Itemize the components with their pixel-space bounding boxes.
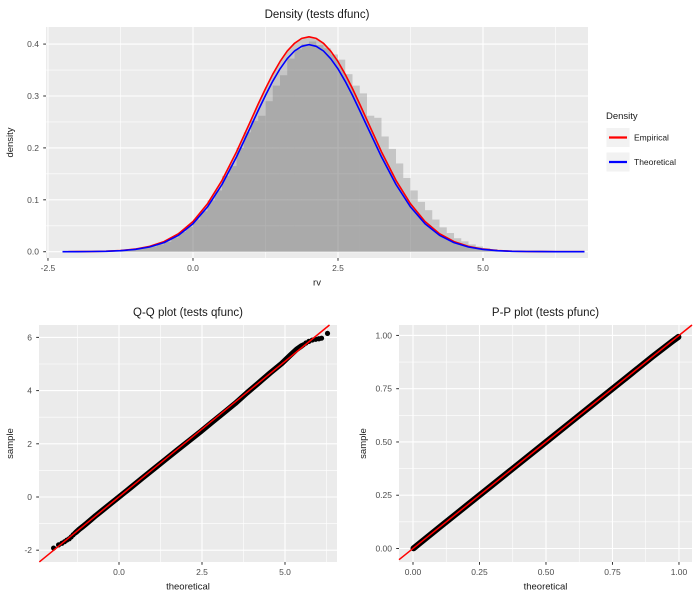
histogram-bar <box>403 178 411 252</box>
qq-y-tick-label: 6 <box>27 332 32 342</box>
qq-x-axis-title: theoretical <box>166 582 210 593</box>
pp-x-tick-label: 0.50 <box>538 567 555 577</box>
qq-x-tick-label: 5.0 <box>279 567 291 577</box>
pp-y-tick-label: 0.25 <box>375 490 392 500</box>
pp-y-tick-label: 0.75 <box>375 384 392 394</box>
histogram-bar <box>388 148 397 252</box>
histogram-bar <box>258 115 266 252</box>
qq-x-tick-label: 2.5 <box>196 567 208 577</box>
qq-data-point <box>318 335 325 341</box>
qq-reference-line <box>38 324 330 563</box>
density-x-tick-label: 0.0 <box>187 263 199 273</box>
density-x-tick-label: 5.0 <box>477 263 489 273</box>
histogram-bar <box>396 163 404 252</box>
histogram-bar <box>279 75 288 252</box>
qq-x-tick-label: 0.0 <box>113 567 125 577</box>
pp-y-tick-label: 0.00 <box>375 543 392 553</box>
histogram-bar <box>171 237 179 252</box>
qq-y-axis-title: sample <box>5 428 16 459</box>
qq-y-tick-label: 0 <box>27 492 32 502</box>
histogram-bar <box>243 132 251 252</box>
histogram-bar <box>178 231 186 252</box>
histogram-bar <box>454 238 462 252</box>
density-y-tick-label: 0.1 <box>27 195 39 205</box>
histogram-bar <box>417 201 426 252</box>
histogram-bar <box>294 49 302 252</box>
histogram-bar <box>374 117 382 252</box>
histogram-bar <box>192 219 201 252</box>
histogram-bar <box>345 74 353 252</box>
legend-title: Density <box>606 111 638 122</box>
histogram-bar <box>163 241 172 252</box>
histogram-bar <box>236 147 244 252</box>
histogram-bar <box>323 48 331 252</box>
density-y-tick-label: 0.2 <box>27 143 39 153</box>
legend-item-label: Empirical <box>634 133 669 143</box>
density-y-tick-label: 0.4 <box>27 39 39 49</box>
density-y-tick-label: 0.0 <box>27 247 39 257</box>
qq-y-tick-label: 2 <box>27 439 32 449</box>
histogram-bar <box>250 120 259 252</box>
histogram-bar <box>185 226 193 252</box>
density-y-tick-label: 0.3 <box>27 91 39 101</box>
histogram-bar <box>381 136 389 252</box>
histogram-bar <box>425 210 433 252</box>
histogram-bar <box>330 54 338 252</box>
pp-title: P-P plot (tests pfunc) <box>492 307 599 319</box>
histogram-bar <box>301 44 309 252</box>
histogram-bar <box>214 190 222 252</box>
histogram-bar <box>156 244 164 252</box>
histogram-bar <box>149 246 157 252</box>
histogram-bar <box>446 233 455 252</box>
histogram-bar <box>265 101 273 252</box>
density-x-tick-label: -2.5 <box>41 263 56 273</box>
qq-y-tick-label: 4 <box>27 386 32 396</box>
histogram-bar <box>287 58 295 252</box>
histogram-bar <box>134 249 143 252</box>
histogram-bar <box>432 219 440 252</box>
density-y-axis-title: density <box>5 127 16 157</box>
histogram-bar <box>142 247 150 252</box>
pp-x-tick-label: 0.25 <box>471 567 488 577</box>
histogram-bar <box>229 166 237 252</box>
density-x-tick-label: 2.5 <box>332 263 344 273</box>
histogram-bar <box>439 227 447 252</box>
pp-x-tick-label: 0.75 <box>604 567 621 577</box>
density-x-axis-title: rv <box>313 278 321 289</box>
histogram-bar <box>337 59 346 252</box>
density-panel-background <box>46 27 588 258</box>
pp-y-tick-label: 1.00 <box>375 330 392 340</box>
legend-item-label: Theoretical <box>634 157 676 167</box>
histogram-bar <box>316 45 324 252</box>
histogram-bar <box>367 115 375 252</box>
histogram-bar <box>127 249 135 252</box>
pp-x-axis-title: theoretical <box>524 582 568 593</box>
histogram-bar <box>410 190 418 252</box>
pp-reference-line <box>398 324 693 561</box>
pp-y-axis-title: sample <box>358 428 369 459</box>
histogram-bar <box>308 41 317 252</box>
qq-title: Q-Q plot (tests qfunc) <box>133 307 243 319</box>
pp-x-tick-label: 0.00 <box>405 567 422 577</box>
qq-data-point <box>324 330 331 337</box>
histogram-bar <box>200 211 208 252</box>
theoretical-density-curve <box>62 43 585 253</box>
histogram-bar <box>272 85 280 252</box>
density-title: Density (tests dfunc) <box>265 9 370 21</box>
pp-x-tick-label: 1.00 <box>671 567 688 577</box>
pp-y-tick-label: 0.50 <box>375 437 392 447</box>
histogram-bar <box>221 175 230 252</box>
qq-y-tick-label: -2 <box>24 545 32 555</box>
density-area-fill <box>68 36 585 252</box>
histogram-bar <box>352 85 360 252</box>
histogram-bar <box>207 200 215 252</box>
histogram-bar <box>359 93 368 252</box>
